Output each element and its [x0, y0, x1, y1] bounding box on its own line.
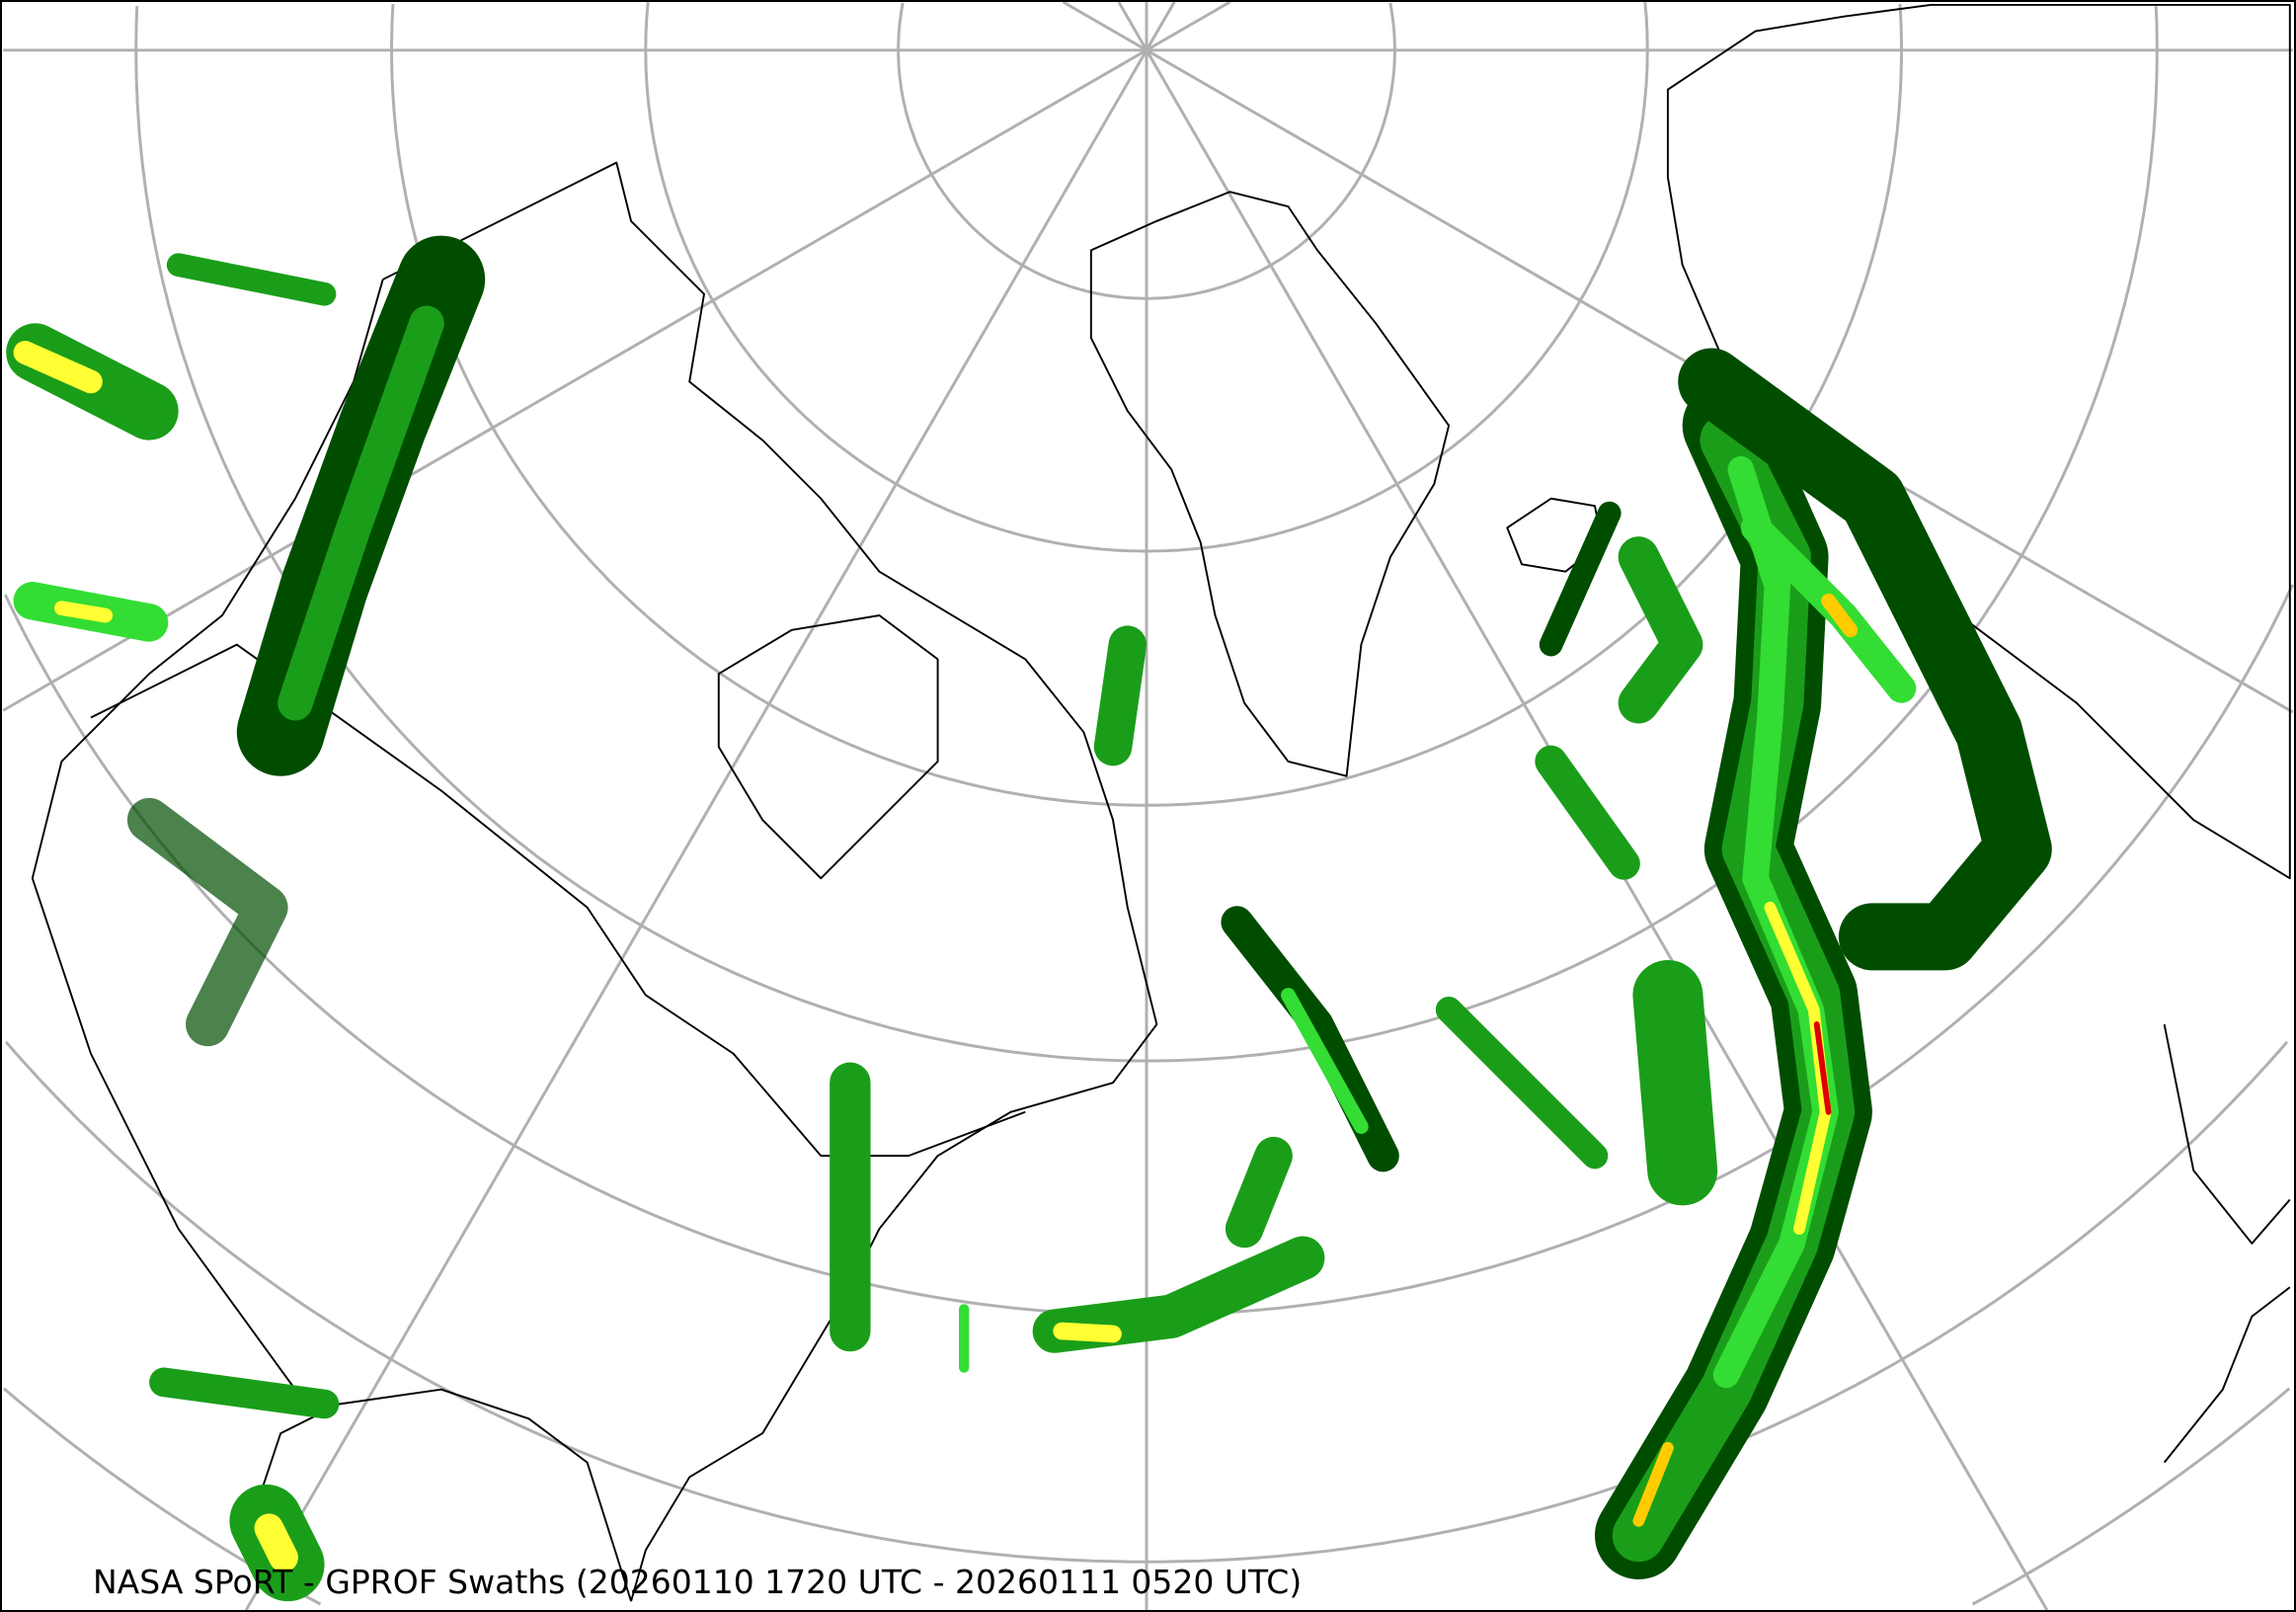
latitude-circle	[897, 2, 1148, 300]
canada-atlantic-swaths	[830, 625, 1718, 1527]
latitude-circle	[644, 2, 1148, 553]
latitude-circle	[134, 6, 1148, 1063]
greenland-outline	[1089, 191, 1451, 777]
map-caption: NASA SPoRT - GPROF Swaths (20260110 1720…	[93, 1563, 1303, 1601]
pacific-northwest-swath	[6, 235, 486, 1047]
meridian-line	[244, 2, 1176, 1610]
atlantic-frontal-band	[1594, 381, 1872, 1579]
latitude-circle	[1147, 6, 2159, 1063]
meridian-line	[2, 2, 1231, 712]
precipitation-swaths	[6, 235, 2052, 1602]
gulf-mexico-swaths	[149, 1367, 340, 1602]
latitude-circle	[1971, 1387, 2291, 1606]
north-america-outline	[31, 161, 1158, 1602]
latitude-circle	[1147, 2, 1396, 300]
coastlines-borders	[31, 3, 2291, 1602]
hudson-bay-outline	[717, 614, 939, 880]
north-sea-swath	[1539, 348, 2052, 971]
latitude-circle	[390, 3, 1148, 807]
latitude-circle	[1147, 3, 1903, 807]
africa-outline	[2163, 1023, 2291, 1464]
latitude-circle	[1147, 1040, 2289, 1564]
meridian-line	[1062, 2, 2294, 714]
latitude-circle	[1147, 2, 1649, 553]
latitude-circle	[3, 594, 1148, 1317]
latitude-circle	[4, 1040, 1148, 1564]
